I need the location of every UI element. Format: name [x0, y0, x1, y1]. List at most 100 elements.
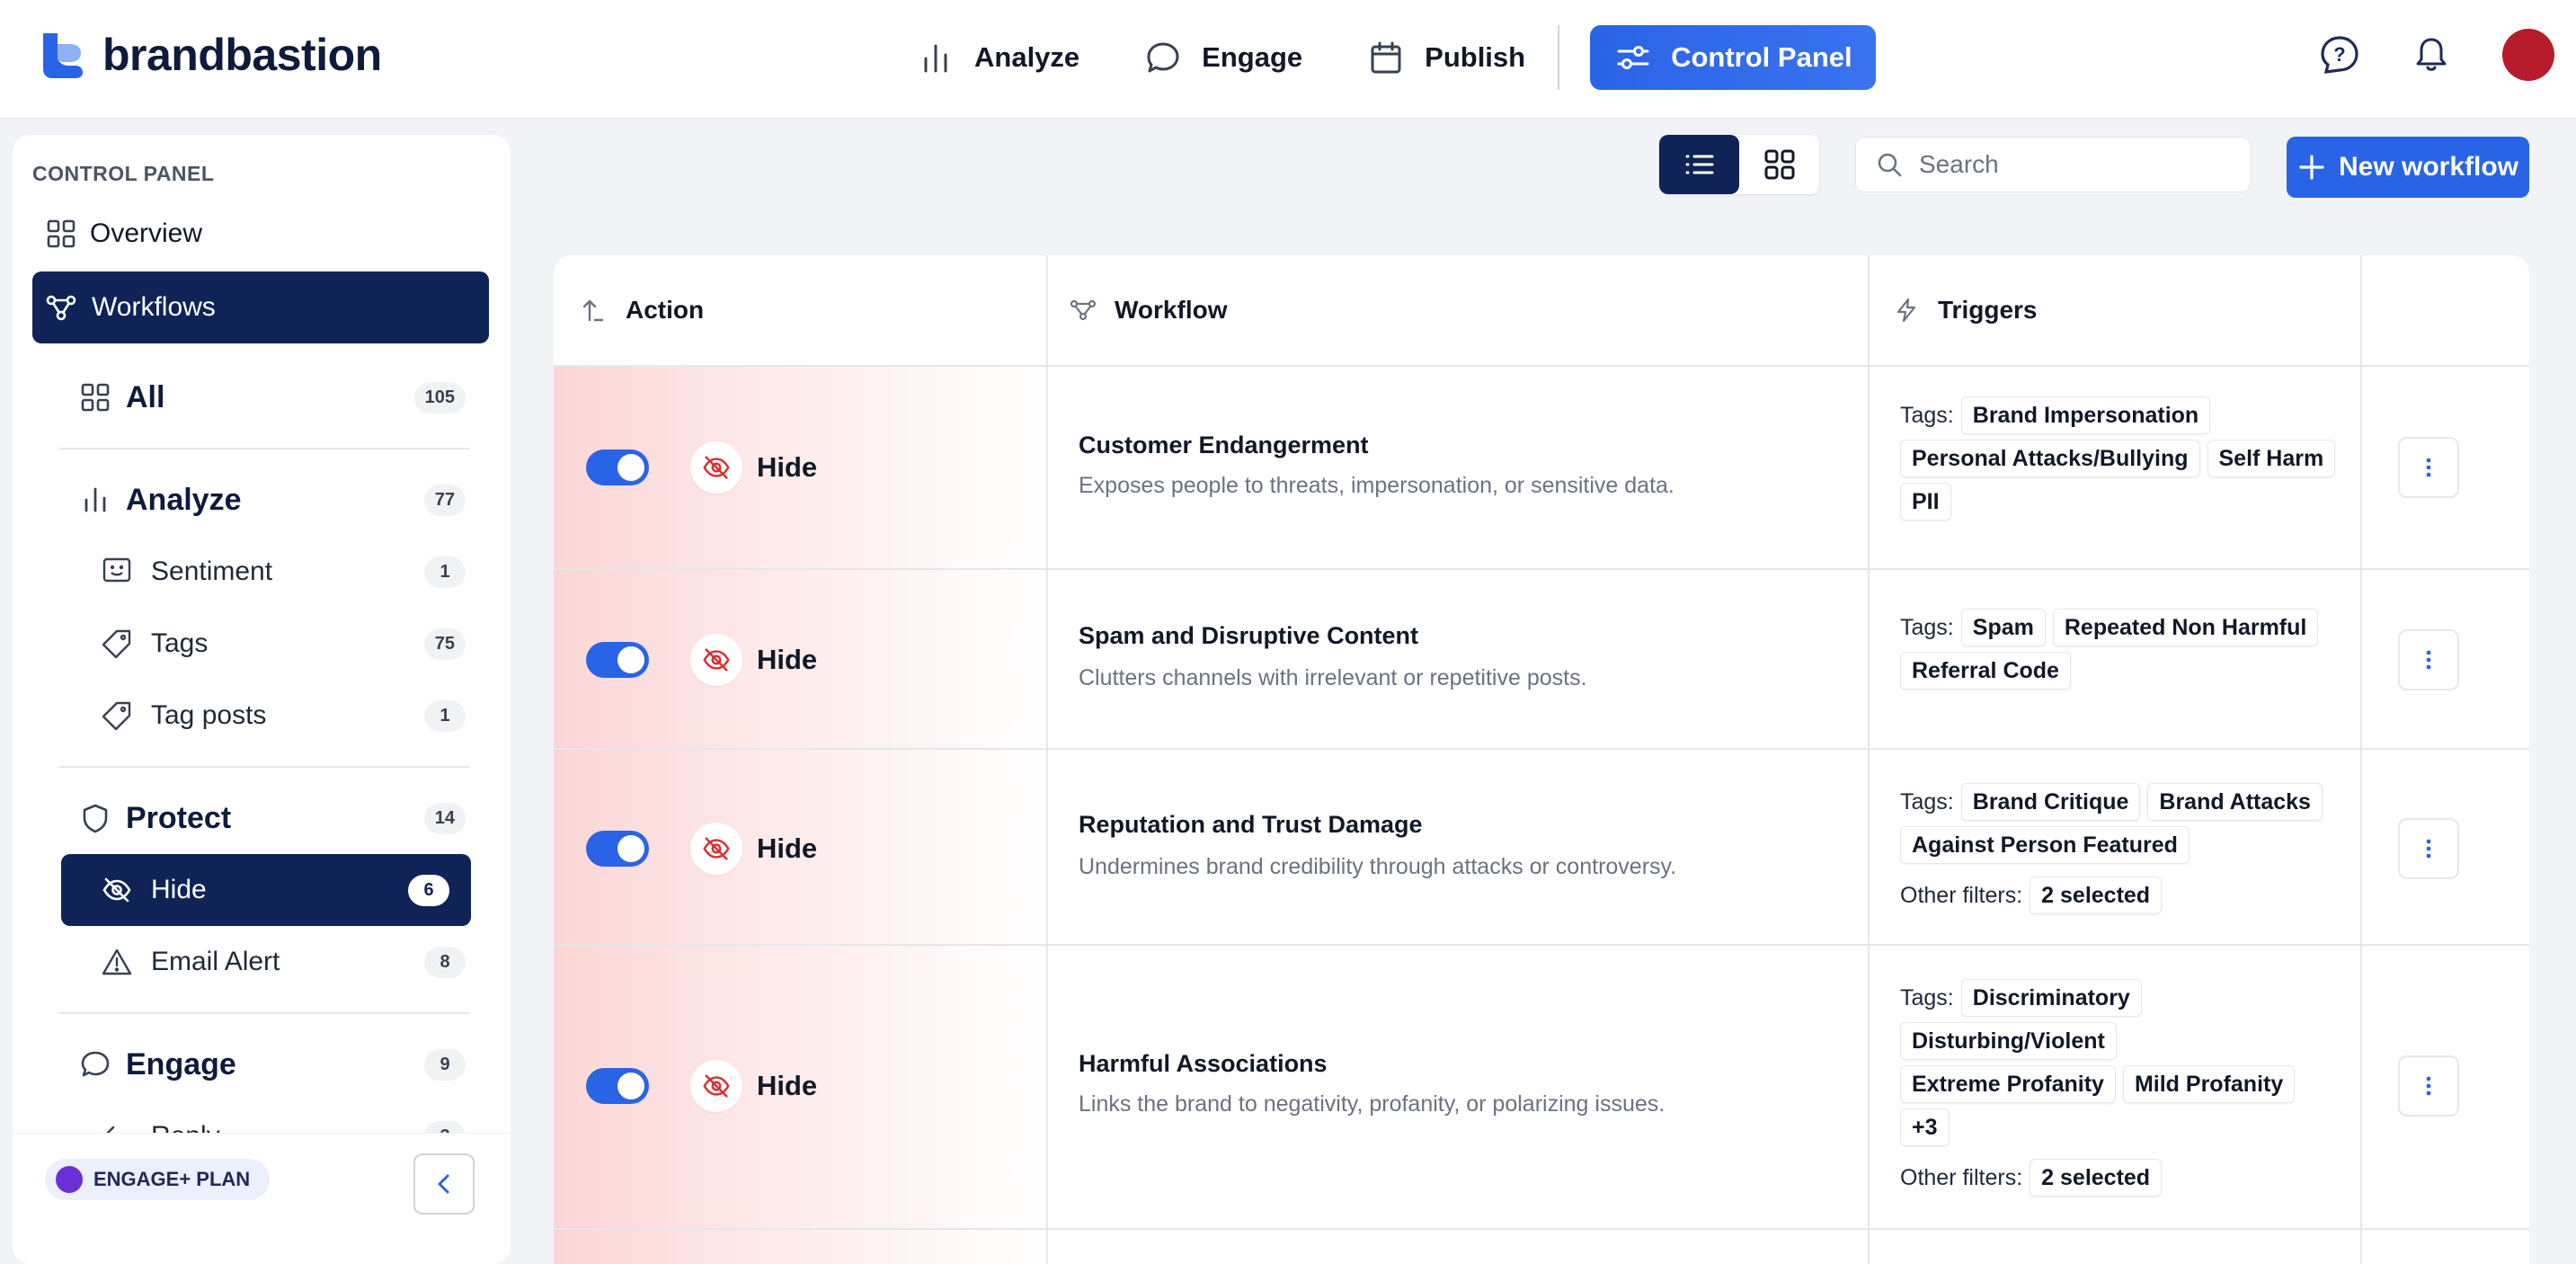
new-workflow-button[interactable]: New workflow	[2287, 137, 2529, 198]
sidebar-divider	[59, 448, 469, 450]
workflow-title[interactable]: Harmful Associations	[1079, 1050, 1328, 1077]
table-row[interactable]: Hide Customer Endangerment Exposes peopl…	[554, 367, 2529, 568]
count-badge: 75	[423, 628, 466, 660]
count-badge: 77	[423, 484, 466, 516]
sidebar-item-tags[interactable]: Tags 75	[101, 617, 466, 671]
bell-icon[interactable]	[2411, 34, 2452, 76]
workflow-toggle[interactable]	[586, 831, 649, 867]
shield-icon	[83, 804, 108, 833]
workflow-toggle[interactable]	[586, 450, 649, 485]
top-bar: brandbastion Analyze Engage Publish Cont…	[0, 0, 2576, 119]
sidebar-group-engage[interactable]: Engage 9	[79, 1037, 466, 1091]
tag-chip: Referral Code	[1900, 652, 2071, 690]
grid-view-button[interactable]	[1739, 135, 1819, 194]
action-label: Hide	[757, 644, 818, 675]
table-row[interactable]: Hide Harmful Associations Links the bran…	[554, 946, 2529, 1228]
sidebar-item-workflows[interactable]: Workflows	[32, 271, 489, 343]
sidebar-group-protect[interactable]: Protect 14	[79, 791, 466, 845]
user-avatar[interactable]	[2502, 29, 2554, 81]
column-header-action[interactable]: Action	[581, 255, 704, 365]
search-input[interactable]	[1919, 150, 2225, 179]
sidebar-item-hide[interactable]: Hide 6	[61, 854, 471, 926]
action-cell	[554, 1230, 1046, 1264]
search-icon	[1878, 153, 1902, 177]
nav-publish-label: Publish	[1425, 41, 1526, 73]
tags-label: Tags:	[1900, 789, 1954, 814]
warning-icon	[102, 948, 132, 975]
row-menu-button[interactable]	[2398, 818, 2459, 879]
sidebar-item-email-alert[interactable]: Email Alert 8	[101, 935, 466, 989]
row-divider	[554, 944, 2529, 946]
row-menu-button[interactable]	[2398, 1055, 2459, 1117]
other-filters-label: Other filters:	[1900, 883, 2023, 908]
view-toggle	[1659, 135, 1819, 194]
table-row[interactable]: Hide Spam and Disruptive Content Clutter…	[554, 570, 2529, 748]
tag-chip: Mild Profanity	[2122, 1065, 2296, 1103]
brand-logo-icon	[40, 30, 86, 80]
new-workflow-label: New workflow	[2338, 152, 2519, 182]
workflow-title[interactable]: Spam and Disruptive Content	[1079, 622, 1419, 649]
count-badge: 14	[423, 802, 466, 834]
workflow-title[interactable]: Customer Endangerment	[1079, 432, 1369, 458]
list-icon	[1685, 155, 1713, 174]
svg-text:?: ?	[2333, 43, 2345, 66]
sidebar-item-all-label: All	[126, 379, 165, 414]
sliders-icon	[1617, 46, 1649, 69]
sidebar-item-tag-posts[interactable]: Tag posts 1	[101, 689, 466, 743]
help-chat-icon[interactable]: ?	[2319, 34, 2360, 76]
bar-chart-icon	[924, 44, 947, 73]
column-header-triggers[interactable]: Triggers	[1893, 255, 2037, 365]
nav-engage[interactable]: Engage	[1144, 39, 1302, 76]
row-menu-button[interactable]	[2398, 629, 2459, 690]
more-vertical-icon	[2426, 650, 2431, 670]
sidebar-item-overview[interactable]: Overview	[45, 218, 202, 250]
workflow-title[interactable]: Reputation and Trust Damage	[1079, 811, 1423, 838]
tags-label: Tags:	[1900, 985, 1954, 1010]
tag-chip: Spam	[1960, 609, 2046, 646]
table-row[interactable]: Hide Reputation and Trust Damage Undermi…	[554, 750, 2529, 944]
bar-chart-icon	[84, 487, 106, 512]
brand-name: brandbastion	[102, 30, 382, 80]
plan-badge[interactable]: ENGAGE+ PLAN	[45, 1159, 271, 1200]
plan-label: ENGAGE+ PLAN	[93, 1168, 251, 1190]
count-badge: 6	[408, 874, 449, 906]
other-filters-label: Other filters:	[1900, 1165, 2023, 1190]
more-vertical-icon	[2426, 1076, 2431, 1096]
list-view-button[interactable]	[1659, 135, 1739, 194]
sidebar-item-sentiment-label: Sentiment	[151, 556, 273, 586]
row-menu-button[interactable]	[2398, 437, 2459, 498]
workflow-description: Exposes people to threats, impersonation…	[1079, 473, 1674, 498]
column-header-workflow-label: Workflow	[1115, 296, 1228, 324]
nav-publish[interactable]: Publish	[1367, 39, 1525, 76]
column-header-workflow[interactable]: Workflow	[1070, 255, 1227, 365]
eye-off-icon	[690, 441, 742, 494]
sidebar-item-sentiment[interactable]: Sentiment 1	[101, 545, 466, 599]
other-filters-chip: 2 selected	[2030, 877, 2163, 914]
sidebar-item-all[interactable]: All 105	[79, 370, 466, 424]
workflow-toggle[interactable]	[586, 1068, 649, 1104]
workflow-description: Undermines brand credibility through att…	[1079, 854, 1677, 879]
sidebar-item-tag-posts-label: Tag posts	[151, 700, 267, 730]
nav-control-panel[interactable]: Control Panel	[1590, 25, 1876, 90]
column-divider	[2360, 255, 2362, 1264]
action-label: Hide	[757, 451, 818, 483]
sidebar-group-analyze[interactable]: Analyze 77	[79, 473, 466, 527]
column-header-triggers-label: Triggers	[1938, 296, 2038, 324]
tag-chip: Brand Attacks	[2147, 783, 2323, 821]
search-box	[1855, 137, 2251, 192]
collapse-sidebar-button[interactable]	[413, 1153, 475, 1215]
nav-analyze[interactable]: Analyze	[917, 39, 1079, 76]
triggers-cell: Tags: Brand Impersonation Personal Attacks…	[1900, 394, 2349, 523]
tag-chip[interactable]: +3	[1900, 1108, 1950, 1146]
nav-control-panel-label: Control Panel	[1671, 41, 1852, 73]
nav-analyze-label: Analyze	[974, 41, 1080, 73]
table-row[interactable]	[554, 1230, 2529, 1264]
smiley-chat-icon	[102, 557, 131, 583]
sidebar-divider	[59, 766, 469, 768]
sort-icon	[582, 299, 604, 322]
brand-logo[interactable]: brandbastion	[40, 29, 382, 81]
workflow-toggle[interactable]	[586, 642, 649, 678]
sidebar-group-protect-label: Protect	[126, 800, 232, 835]
eye-off-icon	[690, 634, 742, 686]
triggers-cell: Tags: Discriminatory Disturbing/Violent Ext…	[1900, 976, 2349, 1199]
